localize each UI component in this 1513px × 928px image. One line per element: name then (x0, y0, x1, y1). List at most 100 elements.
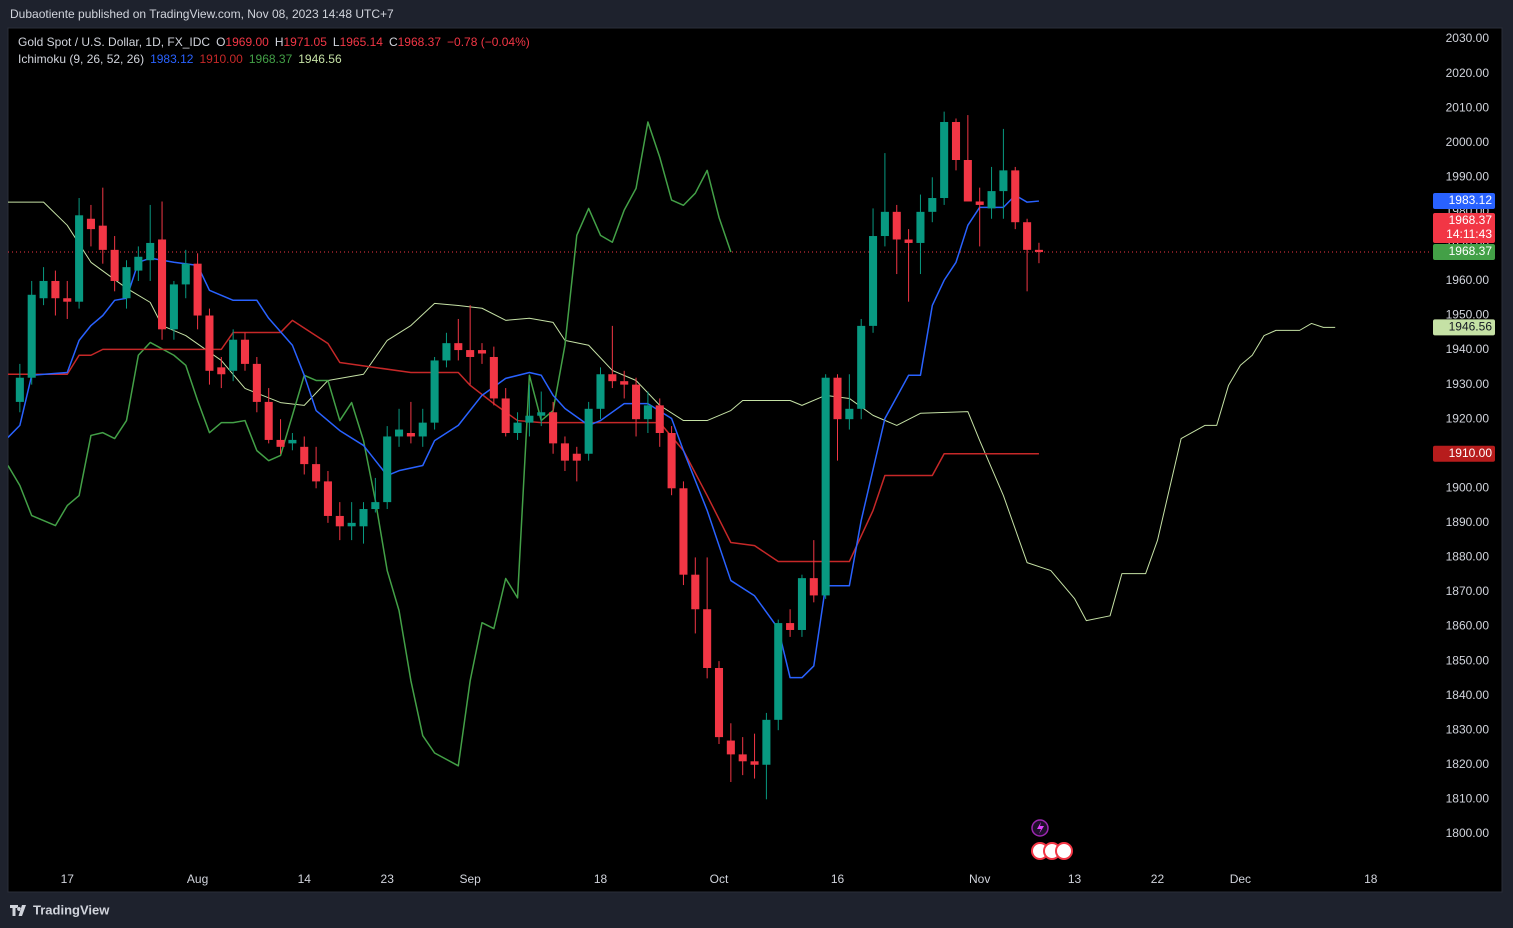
candle-body (288, 439, 297, 444)
y-tick-label: 1880.00 (1446, 550, 1490, 564)
publish-note: Dubaotiente published on TradingView.com… (10, 7, 394, 21)
brand-logo (10, 905, 26, 916)
candle-body (205, 315, 214, 371)
candle-body (596, 374, 605, 409)
y-tick-label: 1990.00 (1446, 169, 1490, 183)
legend-value: 1969.00 (225, 35, 269, 49)
candle-body (63, 298, 72, 302)
legend-indicator-value: 1910.00 (199, 52, 243, 66)
legend-symbol: Gold Spot / U.S. Dollar, 1D, FX_IDC (18, 35, 210, 49)
x-tick-label: 18 (594, 872, 608, 886)
candle-body (51, 280, 60, 299)
y-tick-label: 1820.00 (1446, 757, 1490, 771)
price-tag-countdown: 14:11:43 (1446, 227, 1492, 241)
candle-body (620, 381, 629, 385)
legend-value: 1965.14 (340, 35, 384, 49)
candle-body (383, 436, 392, 503)
y-tick-label: 1940.00 (1446, 342, 1490, 356)
candle-body (501, 398, 510, 434)
candle-body (27, 294, 36, 378)
candle-body (833, 377, 842, 420)
candle-body (963, 160, 972, 202)
candle-body (916, 211, 925, 243)
legend-key: C (389, 35, 398, 49)
event-flag[interactable] (1055, 842, 1073, 860)
y-tick-label: 1810.00 (1446, 791, 1490, 805)
candle-body (786, 623, 795, 630)
candle-body (122, 267, 131, 299)
candle-body (323, 481, 332, 516)
candle-body (987, 191, 996, 209)
candle-body (525, 415, 534, 423)
candle-body (406, 433, 415, 437)
candle-body (928, 198, 937, 212)
y-tick-label: 2030.00 (1446, 31, 1490, 45)
y-tick-label: 1840.00 (1446, 688, 1490, 702)
legend-indicator-value: 1983.12 (150, 52, 194, 66)
candle-body (489, 356, 498, 399)
candle-body (845, 408, 854, 420)
candle-body (300, 446, 309, 465)
candle-body (572, 453, 581, 461)
legend-value: 1968.37 (398, 35, 442, 49)
candle-body (608, 374, 617, 382)
candle-body (169, 284, 178, 330)
candle-body (738, 754, 747, 762)
price-tag (1433, 213, 1495, 244)
x-tick-label: 14 (298, 872, 312, 886)
price-tag-label: 1910.00 (1449, 446, 1493, 460)
price-tag (1433, 445, 1495, 462)
candle-body (158, 239, 167, 330)
legend-indicator: Ichimoku (9, 26, 52, 26) (18, 52, 144, 66)
price-tag (1433, 244, 1495, 261)
x-tick-label: Oct (710, 872, 729, 886)
legend-key: H (275, 35, 284, 49)
candle-body (880, 211, 889, 237)
candle-body (217, 367, 226, 375)
candle-body (276, 439, 285, 447)
candle-body (857, 325, 866, 409)
x-tick-label: 23 (381, 872, 395, 886)
candle-body (904, 239, 913, 243)
candle-body (892, 211, 901, 240)
candle-body (98, 225, 107, 250)
candle-body (667, 433, 676, 489)
y-tick-label: 1890.00 (1446, 515, 1490, 529)
candle-body (560, 443, 569, 461)
y-tick-label: 1930.00 (1446, 377, 1490, 391)
candle-body (240, 339, 250, 364)
candle-body (975, 201, 984, 205)
y-tick-label: 1900.00 (1446, 480, 1490, 494)
candle-body (691, 574, 700, 610)
candle-body (347, 522, 356, 527)
price-tag (1433, 193, 1495, 210)
candle-body (726, 740, 735, 755)
candle-body (549, 412, 558, 444)
candle-body (110, 249, 119, 281)
brand: TradingView (10, 902, 110, 917)
candle-body (229, 339, 238, 371)
candle-body (762, 719, 771, 765)
candle-body (418, 422, 427, 437)
event-icons (1031, 819, 1073, 860)
candle-body (703, 609, 712, 668)
candle-body (335, 515, 344, 527)
candle-body (371, 502, 380, 510)
legend-change: −0.78 (−0.04%) (447, 35, 530, 49)
candle-body (39, 280, 48, 299)
legend-value: 1971.05 (283, 35, 327, 49)
plot-area (8, 111, 1430, 800)
y-tick-label: 1830.00 (1446, 722, 1490, 736)
candle-body (750, 761, 759, 765)
legend-line: Gold Spot / U.S. Dollar, 1D, FX_IDC O1969… (18, 35, 530, 49)
candle-body (655, 405, 664, 434)
legend-indicator-value: 1968.37 (249, 52, 293, 66)
y-tick-label: 1870.00 (1446, 584, 1490, 598)
candle-body (430, 360, 439, 423)
candle-body (714, 667, 724, 738)
y-tick-label: 1860.00 (1446, 619, 1490, 633)
x-tick-label: Aug (187, 872, 208, 886)
candle-body (632, 384, 641, 420)
candle-body (774, 623, 783, 720)
candle-body (442, 343, 451, 361)
